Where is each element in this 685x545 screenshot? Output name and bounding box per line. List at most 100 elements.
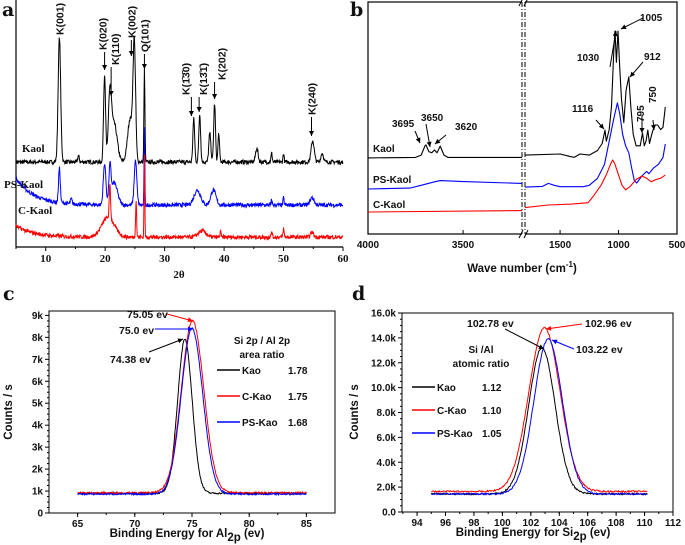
annotation-label: 3650 (421, 113, 444, 124)
annotation-arrow-head (621, 24, 627, 29)
series-line-kaol-oh-region (367, 144, 522, 159)
annotation-label: 75.0 ev (119, 325, 154, 337)
legend-label: Kao (242, 366, 261, 377)
y-tick-label: 0 (37, 509, 43, 520)
x-tick-label: 40 (219, 253, 231, 265)
series-line-ps-kaol (15, 127, 344, 209)
x-tick-label: 4000 (357, 240, 380, 251)
annotation-label: 103.22 ev (576, 344, 623, 356)
panel-label-d: d (352, 283, 365, 305)
axis-break-mark (518, 229, 524, 239)
x-tick-label: 100 (494, 518, 511, 529)
annotation-label: Q(101) (139, 19, 151, 52)
annotation-label: K(001) (54, 3, 66, 35)
xrd-panel: 10 20 30 40 50 60 2θ Kaol PS-Kaol C-Kaol K(001) K(0… (4, 0, 349, 281)
annotation-arrow (545, 323, 583, 330)
legend-value: 1.10 (482, 406, 502, 417)
x-tick-label: 112 (665, 518, 682, 529)
annotation-label: 74.38 ev (110, 354, 151, 366)
annotation-arrow-head (102, 65, 108, 70)
x-tick-label: 1000 (607, 240, 630, 251)
annotation-label: K(020) (98, 18, 110, 50)
x-tick-label: 98 (468, 518, 480, 529)
series-label-ps-kaol: PS-Kaol (4, 179, 43, 191)
series-line-ps-kao (77, 327, 307, 497)
series-line-c-kaol-fingerprint-region (524, 159, 666, 209)
series-label-ps-kaol: PS-Kaol (373, 175, 412, 186)
annotation-label: 1030 (577, 53, 600, 64)
y-tick-label: 2.0k (377, 483, 397, 494)
x-tick-label: 10 (40, 253, 52, 265)
x-tick-label: 102 (522, 518, 539, 529)
x-axis-label-text: Wave number (cm (467, 263, 566, 275)
annotation-arrow-head (188, 111, 194, 116)
x-tick-label: 500 (669, 240, 685, 251)
annotation-arrow-head (598, 123, 604, 129)
y-tick-label: 2k (32, 465, 44, 476)
legend-label: PS-Kao (242, 418, 278, 429)
x-tick-label: 106 (579, 518, 596, 529)
y-tick-label: 7k (32, 355, 44, 366)
x-tick-label: 75 (186, 519, 198, 530)
x-tick-label: 20 (100, 253, 112, 265)
x-tick-label: 50 (278, 253, 290, 265)
annotation-arrow-head (552, 339, 558, 345)
series-line-c-kaol-oh-region (367, 210, 523, 213)
annotation-arrow-head (141, 64, 147, 69)
annotation-arrow-head (415, 137, 421, 143)
legend-label: Kao (437, 383, 456, 394)
annotation-arrow-head (546, 325, 552, 331)
x-tick-label: 80 (244, 519, 256, 530)
y-tick-label: 3k (32, 443, 44, 454)
annotation-label: 75.05 ev (127, 309, 168, 321)
x-axis-label-sub: 2p (573, 531, 586, 543)
annotation-label: 3695 (392, 119, 415, 130)
annotation-arrow-head (108, 91, 114, 96)
annotation-arrow-head (435, 138, 441, 144)
series-line-kaol (15, 34, 344, 166)
annotation-arrow-head (612, 31, 618, 37)
annotation-label: 1005 (640, 13, 663, 24)
legend-value: 1.68 (288, 418, 308, 429)
series-line-kaol-fingerprint-region (524, 30, 666, 158)
annotation-label: K(002) (126, 6, 138, 38)
x-tick-label: 96 (440, 518, 452, 529)
x-tick-label: 1500 (549, 240, 572, 251)
legend-label: C-Kao (242, 392, 271, 403)
xps-al2p-panel: 65 70 75 80 85 0 1k 2k 3k 4k 5k 6k 7k 8k 9k Binding Ene… (3, 309, 336, 544)
legend-label: C-Kao (437, 406, 466, 417)
y-tick-label: 9k (32, 311, 44, 322)
y-tick-label: 4k (32, 421, 44, 432)
y-axis-label: Counts / s (349, 384, 361, 440)
annotation-arrow (609, 30, 617, 68)
y-tick-label: 14.0k (371, 333, 396, 344)
annotation-label: 3620 (455, 122, 478, 133)
annotation-label: K(13̄1̄) (198, 63, 210, 95)
y-tick-label: 12.0k (371, 358, 396, 369)
series-label-c-kaol: C-Kaol (18, 205, 52, 217)
series-line-c-kao (77, 319, 307, 495)
legend-label: PS-Kao (437, 429, 473, 440)
annotation-arrow-head (212, 94, 218, 99)
legend-value: 1.05 (482, 429, 502, 440)
annotation-arrow-head (128, 51, 134, 56)
annotation-arrow (148, 338, 184, 353)
annotation-label: 102.78 ev (467, 318, 514, 330)
x-axis-label-end: (ev) (241, 528, 265, 540)
legend-title: Si /Al (468, 345, 493, 356)
plot-frame (48, 310, 336, 514)
y-tick-label: 16.0k (371, 309, 396, 320)
annotation-arrow-head (651, 124, 656, 130)
legend-title: Si 2p / Al 2p (234, 336, 290, 347)
ftir-panel: 4000 3500 1500 1000 500 Wave number (cm-1) Kao… (357, 0, 685, 275)
y-tick-label: 4.0k (377, 458, 397, 469)
annotation-arrow-head (639, 128, 645, 133)
series-line-ps-kaol-oh-region (367, 180, 523, 190)
x-axis-label-sup: -1 (566, 260, 574, 269)
x-tick-label: 108 (608, 518, 625, 529)
x-axis-label: Wave number (cm-1) (467, 260, 577, 275)
legend-value: 1.75 (288, 392, 308, 403)
legend-title: area ratio (239, 350, 284, 361)
panel-label-c: c (3, 283, 15, 305)
axis-break-mark (523, 0, 528, 7)
